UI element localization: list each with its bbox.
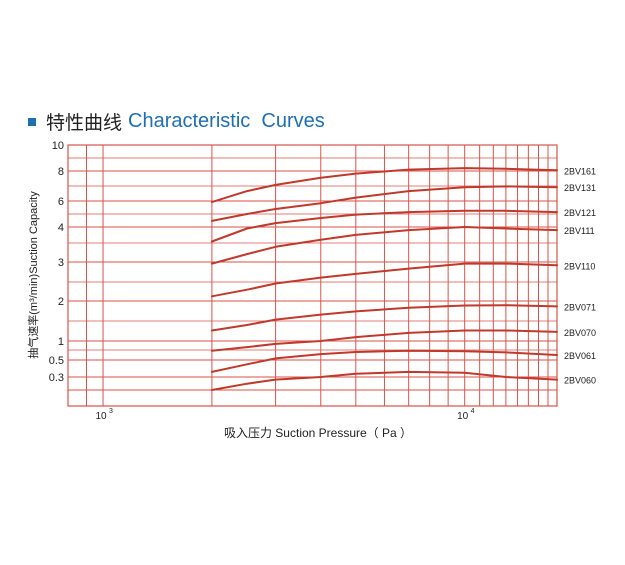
series-line-2bv071 [210, 304, 558, 332]
y-tick-label: 0.5 [49, 355, 64, 367]
y-axis-label: 抽气速率(m³/min)Suction Capacity [26, 191, 40, 359]
x-tick-exponent: 4 [471, 408, 475, 415]
series-label-2bv071: 2BV071 [564, 302, 596, 312]
y-tick-label: 4 [58, 222, 64, 234]
series-line-2bv111 [210, 226, 558, 265]
plot-frame [67, 144, 558, 407]
y-tick-label: 2 [58, 296, 64, 308]
series-line-2bv070 [210, 329, 558, 352]
bullet-square-icon [28, 117, 36, 126]
series-label-2bv070: 2BV070 [564, 328, 596, 338]
series-label-2bv111: 2BV111 [564, 226, 595, 236]
series-label-2bv110: 2BV110 [564, 261, 595, 271]
y-tick-label: 3 [58, 257, 64, 269]
title-chinese: 特性曲线 [46, 112, 123, 134]
y-tick-label: 1 [58, 336, 64, 348]
y-tick-label: 0.3 [49, 372, 64, 384]
x-tick-label: 10 [457, 411, 469, 422]
series-line-2bv161 [210, 167, 558, 204]
x-axis-label: 吸入压力 Suction Pressure（ Pa ） [224, 426, 412, 440]
series-line-2bv060 [210, 370, 558, 391]
title-english: Characteristic Curves [128, 110, 325, 132]
curves [210, 167, 558, 391]
series-label-2bv161: 2BV161 [564, 166, 596, 176]
series-line-2bv110 [210, 262, 558, 298]
x-tick-exponent: 3 [109, 408, 113, 415]
y-tick-label: 6 [58, 196, 64, 208]
grid [67, 144, 558, 407]
series-label-2bv121: 2BV121 [564, 208, 596, 218]
x-tick-label: 10 [95, 411, 107, 422]
section-header: 特性曲线 Characteristic Curves [28, 108, 325, 135]
series-label-2bv131: 2BV131 [564, 183, 596, 193]
series-line-2bv131 [210, 185, 558, 222]
y-tick-label: 8 [58, 166, 64, 178]
series-line-2bv121 [210, 209, 558, 243]
y-tick-label: 10 [52, 140, 64, 152]
series-line-2bv061 [210, 349, 558, 373]
series-label-2bv061: 2BV061 [564, 351, 596, 361]
series-label-2bv060: 2BV060 [564, 376, 596, 386]
